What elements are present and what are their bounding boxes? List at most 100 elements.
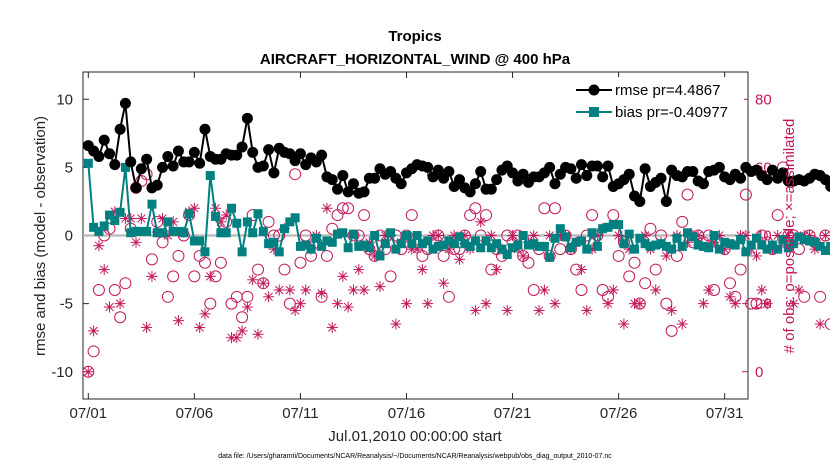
asterisk-stroke	[343, 302, 353, 312]
rmse-point	[114, 123, 126, 135]
asterisk-stroke	[789, 299, 798, 308]
bias-point	[751, 233, 761, 243]
bias-point	[550, 233, 560, 243]
rmse-point	[597, 171, 609, 183]
possible-obs-marker	[623, 270, 636, 283]
bias-point	[672, 233, 682, 243]
possible-obs-marker	[400, 229, 413, 242]
asterisk-stroke	[704, 285, 713, 295]
assimilated-obs-marker	[326, 321, 338, 333]
bias-point	[789, 239, 799, 249]
assimilated-obs-marker	[321, 202, 333, 214]
assimilated-obs-marker	[750, 250, 762, 262]
possible-obs-marker	[745, 297, 758, 310]
possible-obs-marker	[586, 209, 599, 222]
x-tick-label: 07/11	[282, 405, 318, 422]
rmse-point	[454, 174, 466, 186]
bias-point	[184, 209, 194, 219]
rmse-point	[135, 163, 147, 175]
assimilated-obs-marker	[697, 298, 709, 310]
rmse-point	[825, 180, 830, 192]
bias-point	[147, 199, 157, 209]
bias-point	[720, 237, 730, 247]
assimilated-obs-marker	[342, 301, 354, 313]
rmse-point	[141, 153, 153, 165]
bias-point	[555, 224, 565, 234]
bias-point	[635, 233, 645, 243]
y-tick-label-left: 10	[56, 91, 73, 108]
possible-obs-marker	[612, 249, 625, 262]
rmse-point	[342, 186, 354, 198]
bias-point	[131, 226, 141, 236]
bias-point	[205, 171, 215, 181]
bias-point	[136, 226, 146, 236]
bias-point	[391, 244, 401, 254]
bias-point	[476, 243, 486, 253]
assimilated-obs-marker	[454, 253, 466, 265]
bias-point	[656, 239, 666, 249]
rmse-point	[268, 167, 280, 179]
y-tick-label-left: 5	[65, 159, 73, 176]
assimilated-obs-marker	[761, 298, 773, 310]
bias-point	[348, 229, 358, 239]
bias-point	[794, 232, 804, 242]
rmse-point	[766, 164, 778, 176]
possible-obs-marker	[252, 263, 264, 276]
bias-point	[380, 239, 390, 249]
possible-obs-marker	[723, 277, 736, 290]
rmse-point	[236, 141, 248, 153]
assimilated-obs-marker	[358, 284, 370, 296]
bias-point	[216, 228, 226, 238]
legend-bias-marker	[589, 107, 599, 117]
rmse-point	[241, 112, 253, 124]
assimilated-obs-marker	[231, 332, 243, 344]
bias-point	[110, 216, 120, 226]
possible-obs-marker	[639, 277, 652, 290]
rmse-point	[125, 156, 137, 168]
bias-point	[449, 239, 459, 249]
bias-point	[120, 162, 130, 172]
asterisk-stroke	[206, 272, 215, 281]
bias-point	[200, 247, 210, 257]
rmse-point	[231, 149, 243, 161]
rmse-point	[475, 165, 487, 177]
legend-rmse-marker	[588, 84, 600, 96]
bias-point	[322, 236, 332, 246]
bias-point	[439, 240, 449, 250]
asterisk-stroke	[545, 231, 554, 240]
assimilated-obs-marker	[480, 298, 492, 310]
possible-obs-marker	[644, 222, 657, 235]
bias-point	[89, 222, 99, 232]
asterisk-stroke	[518, 251, 528, 261]
bias-point	[773, 244, 783, 254]
bias-point	[566, 243, 576, 253]
bias-point	[624, 229, 634, 239]
bias-point	[386, 228, 396, 238]
bias-point	[767, 240, 777, 250]
asterisk-stroke	[131, 238, 141, 247]
bias-point	[688, 232, 698, 242]
bias-point	[640, 239, 650, 249]
rmse-point	[549, 178, 561, 190]
possible-obs-marker	[289, 168, 302, 181]
bias-point	[433, 241, 443, 251]
possible-obs-marker	[676, 215, 689, 228]
asterisk-stroke	[529, 231, 538, 240]
possible-obs-marker	[469, 202, 482, 215]
assimilated-obs-marker	[199, 308, 211, 320]
asterisk-stroke	[815, 319, 825, 329]
possible-obs-marker	[681, 188, 694, 201]
assimilated-obs-marker	[316, 287, 328, 299]
possible-obs-marker	[294, 256, 307, 269]
bias-point	[645, 241, 655, 251]
data-series	[82, 97, 830, 378]
asterisk-stroke	[455, 255, 464, 264]
assimilated-obs-marker	[528, 230, 540, 241]
rmse-point	[581, 170, 593, 182]
asterisk-stroke	[264, 292, 273, 302]
y-axis-label-left: rmse and bias (model - observation)	[32, 116, 49, 356]
possible-obs-marker	[278, 263, 291, 276]
asterisk-stroke	[349, 285, 358, 295]
asterisk-stroke	[762, 299, 772, 308]
asterisk-stroke	[418, 265, 427, 274]
